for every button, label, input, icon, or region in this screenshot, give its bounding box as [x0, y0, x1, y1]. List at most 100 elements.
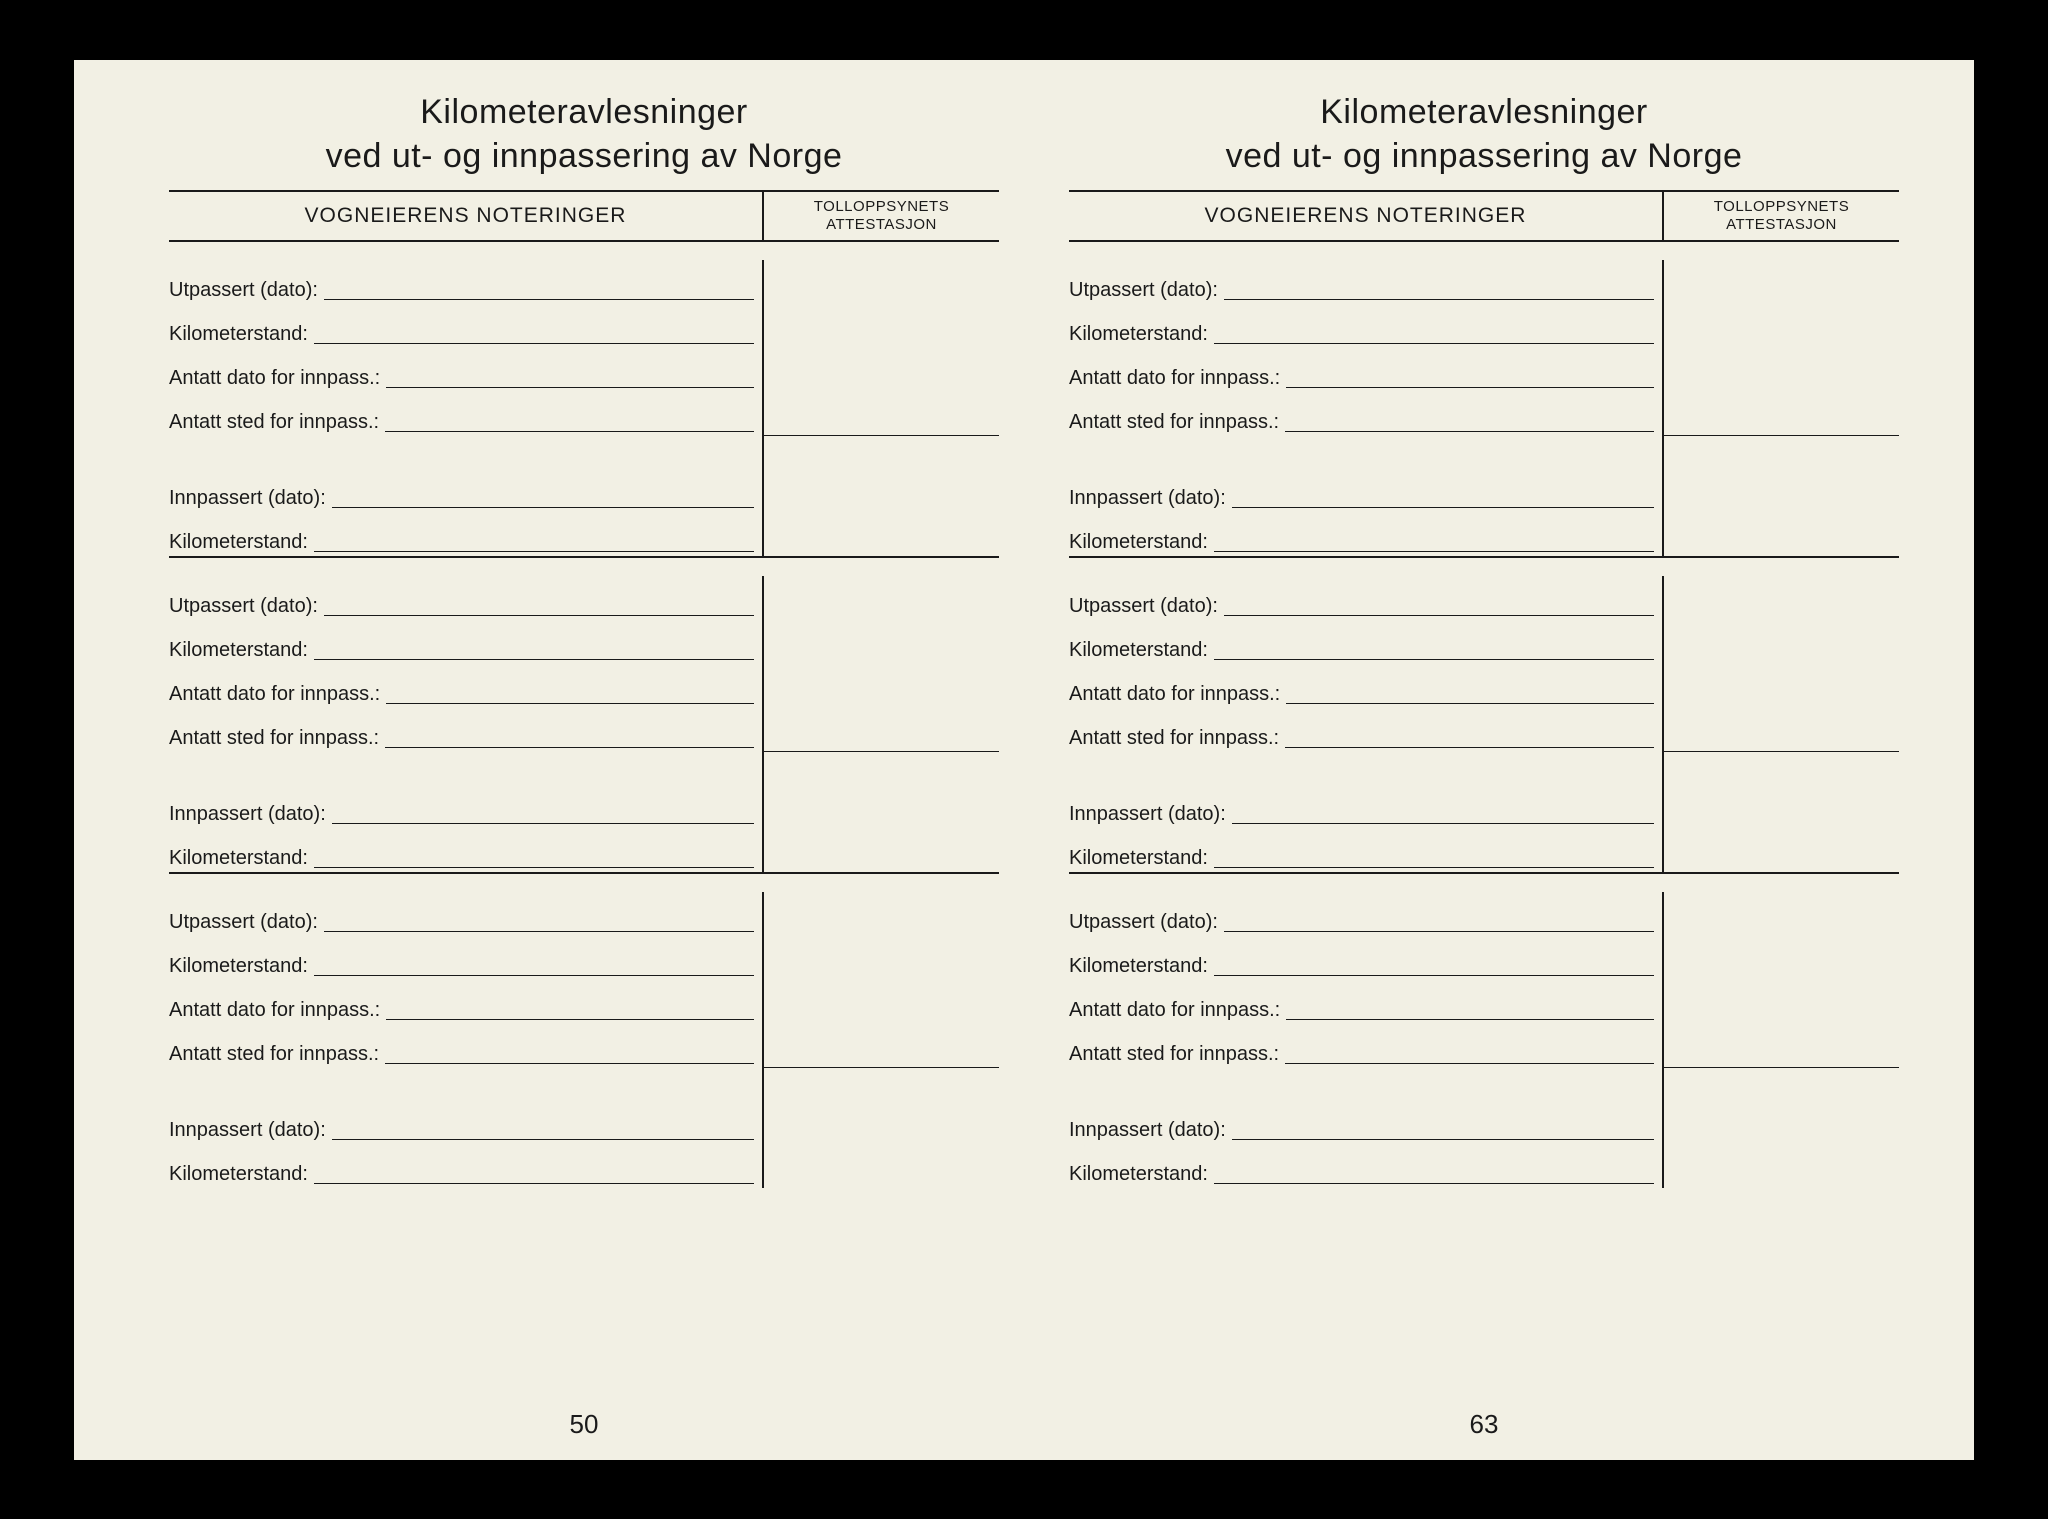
fill-line[interactable]: [1232, 464, 1654, 508]
fill-line[interactable]: [386, 976, 754, 1020]
attestation-cell[interactable]: [764, 980, 999, 1024]
attestation-cell[interactable]: [1664, 708, 1899, 752]
label-kilometerstand: Kilometerstand:: [169, 639, 308, 664]
right-page: Kilometeravlesninger ved ut- og innpasse…: [1034, 90, 1934, 1440]
attestation-cell[interactable]: [1664, 936, 1899, 980]
label-kilometerstand: Kilometerstand:: [169, 531, 308, 556]
attestation-cell[interactable]: [764, 468, 999, 512]
attestation-cell[interactable]: [1664, 784, 1899, 828]
fill-line[interactable]: [332, 464, 754, 508]
fill-line[interactable]: [1224, 256, 1654, 300]
attestation-cell[interactable]: [1664, 468, 1899, 512]
fill-line[interactable]: [1285, 704, 1654, 748]
entry-left-cell: Kilometerstand:: [1069, 620, 1664, 664]
fill-line[interactable]: [1285, 388, 1654, 432]
fill-line[interactable]: [314, 508, 754, 552]
fill-line[interactable]: [314, 1140, 754, 1184]
fill-line[interactable]: [332, 780, 754, 824]
fill-line[interactable]: [1286, 976, 1654, 1020]
attestation-cell[interactable]: [764, 828, 999, 872]
entries-container: Utpassert (dato): Kilometerstand: Antatt…: [169, 242, 999, 1399]
entry-row: Utpassert (dato):: [169, 260, 999, 304]
page-number-right: 63: [1069, 1409, 1899, 1440]
fill-line[interactable]: [324, 572, 754, 616]
attestation-cell[interactable]: [764, 1144, 999, 1188]
fill-line[interactable]: [1214, 824, 1654, 868]
attestation-cell[interactable]: [1664, 620, 1899, 664]
fill-line[interactable]: [1214, 932, 1654, 976]
page-title: Kilometeravlesninger ved ut- og innpasse…: [1069, 90, 1899, 178]
attestation-cell[interactable]: [1664, 348, 1899, 392]
fill-line[interactable]: [1224, 888, 1654, 932]
attestation-cell[interactable]: [764, 892, 999, 936]
fill-line[interactable]: [314, 932, 754, 976]
attestation-cell[interactable]: [764, 260, 999, 304]
fill-line[interactable]: [1286, 344, 1654, 388]
entry-row: Antatt sted for innpass.:: [169, 392, 999, 436]
attestation-cell[interactable]: [1664, 576, 1899, 620]
attestation-cell[interactable]: [764, 620, 999, 664]
attestation-cell[interactable]: [764, 664, 999, 708]
label-innpassert: Innpassert (dato):: [169, 487, 326, 512]
attestation-cell[interactable]: [764, 1100, 999, 1144]
label-antatt-dato: Antatt dato for innpass.:: [1069, 367, 1280, 392]
entry-left-cell: Innpassert (dato):: [169, 784, 764, 828]
fill-line[interactable]: [1214, 300, 1654, 344]
header-right-line-1: TOLLOPPSYNETS: [814, 198, 949, 215]
label-antatt-dato: Antatt dato for innpass.:: [169, 999, 380, 1024]
attestation-cell[interactable]: [1664, 980, 1899, 1024]
fill-line[interactable]: [1214, 1140, 1654, 1184]
fill-line[interactable]: [1232, 780, 1654, 824]
fill-line[interactable]: [314, 300, 754, 344]
attestation-cell[interactable]: [1664, 828, 1899, 872]
fill-line[interactable]: [324, 256, 754, 300]
fill-line[interactable]: [385, 388, 754, 432]
attestation-cell[interactable]: [1664, 1024, 1899, 1068]
attestation-cell[interactable]: [1664, 512, 1899, 556]
attestation-cell[interactable]: [1664, 892, 1899, 936]
attestation-cell[interactable]: [764, 784, 999, 828]
attestation-cell[interactable]: [1664, 392, 1899, 436]
entry-left-cell: Utpassert (dato):: [1069, 260, 1664, 304]
attestation-cell[interactable]: [764, 304, 999, 348]
fill-line[interactable]: [1224, 572, 1654, 616]
attestation-cell[interactable]: [764, 512, 999, 556]
attestation-cell[interactable]: [764, 436, 999, 468]
header-right-line-2: ATTESTASJON: [826, 216, 937, 233]
fill-line[interactable]: [314, 824, 754, 868]
fill-line[interactable]: [386, 344, 754, 388]
fill-line[interactable]: [1214, 616, 1654, 660]
attestation-cell[interactable]: [764, 348, 999, 392]
entry-left-cell: Antatt dato for innpass.:: [1069, 980, 1664, 1024]
attestation-cell[interactable]: [1664, 1100, 1899, 1144]
fill-line[interactable]: [1286, 660, 1654, 704]
attestation-cell[interactable]: [764, 576, 999, 620]
fill-line[interactable]: [314, 616, 754, 660]
attestation-cell[interactable]: [1664, 1068, 1899, 1100]
fill-line[interactable]: [1214, 508, 1654, 552]
entry-left-cell: Kilometerstand:: [1069, 304, 1664, 348]
table-header: VOGNEIERENS NOTERINGER TOLLOPPSYNETS ATT…: [1069, 190, 1899, 242]
attestation-cell[interactable]: [764, 752, 999, 784]
fill-line[interactable]: [1232, 1096, 1654, 1140]
attestation-cell[interactable]: [764, 936, 999, 980]
attestation-cell[interactable]: [1664, 1144, 1899, 1188]
attestation-cell[interactable]: [764, 1068, 999, 1100]
fill-line[interactable]: [385, 704, 754, 748]
attestation-cell[interactable]: [764, 708, 999, 752]
attestation-cell[interactable]: [1664, 260, 1899, 304]
entry-left-cell: Kilometerstand:: [1069, 936, 1664, 980]
attestation-cell[interactable]: [1664, 664, 1899, 708]
fill-line[interactable]: [386, 660, 754, 704]
attestation-cell[interactable]: [1664, 436, 1899, 468]
fill-line[interactable]: [385, 1020, 754, 1064]
attestation-cell[interactable]: [1664, 752, 1899, 784]
fill-line[interactable]: [324, 888, 754, 932]
fill-line[interactable]: [1285, 1020, 1654, 1064]
attestation-cell[interactable]: [764, 392, 999, 436]
entry-row: Kilometerstand:: [169, 1144, 999, 1188]
attestation-cell[interactable]: [764, 1024, 999, 1068]
fill-line[interactable]: [332, 1096, 754, 1140]
attestation-cell[interactable]: [1664, 304, 1899, 348]
entry-left-cell: Utpassert (dato):: [169, 892, 764, 936]
